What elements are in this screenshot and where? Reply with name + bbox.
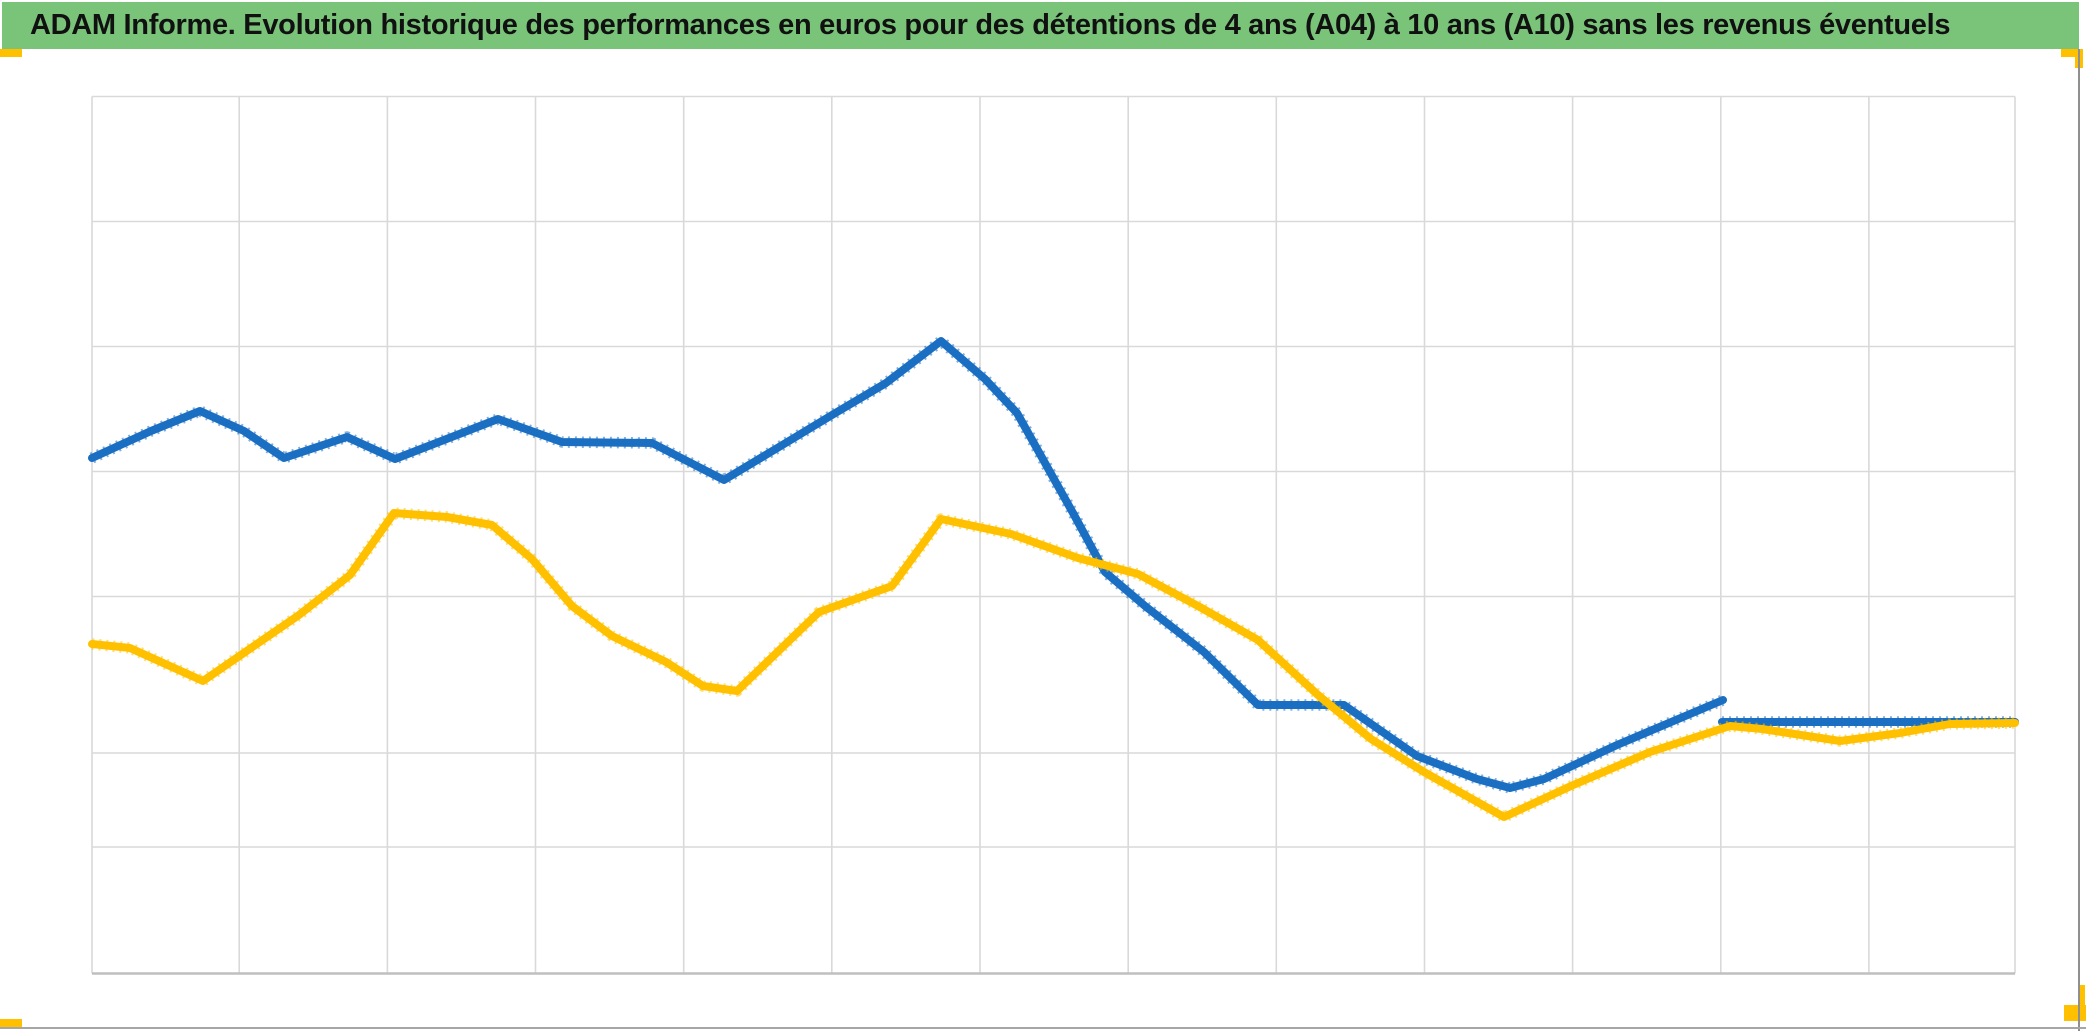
- page-title: ADAM Informe. Evolution historique des p…: [30, 9, 1951, 41]
- corner-accent-bottom-right-h: [2064, 1005, 2086, 1021]
- right-edge-line: [2078, 49, 2080, 1031]
- yellow-series-line-marker-texture: [91, 507, 2016, 823]
- corner-accent-top-left: [0, 49, 22, 57]
- corner-accent-bottom-left: [0, 1019, 22, 1028]
- blue-series-line: [88, 337, 1727, 792]
- yellow-series-line: [88, 509, 2019, 821]
- bottom-edge-line: [0, 1027, 2086, 1029]
- corner-accent-bottom-right-v: [2079, 985, 2085, 1021]
- corner-accent-top-right-h: [2061, 49, 2083, 57]
- title-banner: ADAM Informe. Evolution historique des p…: [2, 2, 2079, 49]
